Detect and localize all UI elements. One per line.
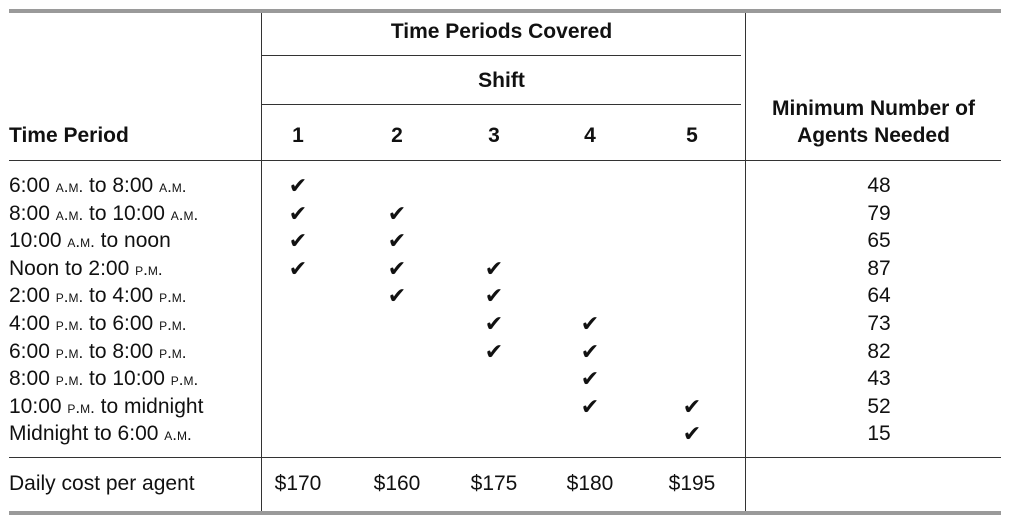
time-suffix: a.m. <box>159 177 187 196</box>
time-text: 8:00 <box>9 367 56 390</box>
time-text: 6:00 <box>9 174 56 197</box>
check-icon: ✔ <box>484 311 504 336</box>
check-icon: ✔ <box>288 256 308 281</box>
min-agents-value: 43 <box>867 367 891 390</box>
time-text: to midnight <box>94 395 204 418</box>
shift-rule <box>262 104 741 105</box>
time-period-label: Midnight to 6:00 a.m. <box>9 422 192 446</box>
time-period-label: 2:00 p.m. to 4:00 p.m. <box>9 284 187 308</box>
shift-header-5: 5 <box>686 124 698 147</box>
cost-shift-3: $175 <box>470 472 518 495</box>
time-suffix: p.m. <box>55 287 84 306</box>
min-agents-value: 82 <box>867 340 891 363</box>
time-text: 10:00 <box>9 395 68 418</box>
min-agents-value: 79 <box>867 202 891 225</box>
time-text: to 6:00 <box>83 312 160 335</box>
check-icon: ✔ <box>682 394 702 419</box>
time-period-label: 4:00 p.m. to 6:00 p.m. <box>9 312 187 336</box>
time-text: 8:00 <box>9 202 56 225</box>
time-suffix: p.m. <box>67 398 95 417</box>
time-text: to 8:00 <box>83 174 160 197</box>
time-period-label: 8:00 a.m. to 10:00 a.m. <box>9 202 198 226</box>
check-icon: ✔ <box>580 311 600 336</box>
time-text: to 10:00 <box>83 202 171 225</box>
group-title: Time Periods Covered <box>390 20 613 43</box>
time-suffix: p.m. <box>55 343 84 362</box>
time-suffix: p.m. <box>159 287 187 306</box>
time-text: Midnight to 6:00 <box>9 422 165 445</box>
shift-header-3: 3 <box>488 124 500 147</box>
shift-header-2: 2 <box>391 124 403 147</box>
min-agents-header-line2: Agents Needed <box>797 124 950 147</box>
time-period-label: Noon to 2:00 p.m. <box>9 257 163 281</box>
check-icon: ✔ <box>484 283 504 308</box>
cost-shift-1: $170 <box>274 472 322 495</box>
check-icon: ✔ <box>387 228 407 253</box>
time-suffix: a.m. <box>55 205 84 224</box>
time-suffix: a.m. <box>170 205 199 224</box>
min-agents-value: 65 <box>867 229 891 252</box>
check-icon: ✔ <box>484 256 504 281</box>
time-suffix: a.m. <box>164 425 192 444</box>
min-agents-value: 15 <box>867 422 891 445</box>
check-icon: ✔ <box>682 421 702 446</box>
cost-shift-2: $160 <box>373 472 421 495</box>
cost-top-rule <box>9 457 1001 458</box>
right-column-divider <box>745 13 746 511</box>
min-agents-value: 52 <box>867 395 891 418</box>
check-icon: ✔ <box>387 256 407 281</box>
check-icon: ✔ <box>288 201 308 226</box>
cost-row-label: Daily cost per agent <box>9 472 195 495</box>
time-text: 2:00 <box>9 284 56 307</box>
left-column-divider <box>261 13 262 511</box>
check-icon: ✔ <box>580 394 600 419</box>
time-period-label: 6:00 a.m. to 8:00 a.m. <box>9 174 187 198</box>
check-icon: ✔ <box>288 173 308 198</box>
time-text: 10:00 <box>9 229 68 252</box>
time-suffix: p.m. <box>159 315 187 334</box>
time-suffix: p.m. <box>170 370 199 389</box>
min-agents-header-line1: Minimum Number of <box>772 97 975 120</box>
time-suffix: a.m. <box>55 177 84 196</box>
check-icon: ✔ <box>580 366 600 391</box>
time-period-label: 8:00 p.m. to 10:00 p.m. <box>9 367 198 391</box>
top-rule <box>9 9 1001 13</box>
time-period-header: Time Period <box>9 124 129 147</box>
shift-label: Shift <box>478 69 525 92</box>
time-suffix: p.m. <box>55 315 84 334</box>
min-agents-value: 64 <box>867 284 891 307</box>
time-text: to noon <box>94 229 171 252</box>
check-icon: ✔ <box>387 283 407 308</box>
check-icon: ✔ <box>387 201 407 226</box>
cost-shift-5: $195 <box>668 472 716 495</box>
cost-shift-4: $180 <box>566 472 614 495</box>
time-suffix: p.m. <box>135 260 163 279</box>
min-agents-value: 87 <box>867 257 891 280</box>
time-text: to 8:00 <box>83 340 160 363</box>
time-suffix: p.m. <box>55 370 84 389</box>
check-icon: ✔ <box>580 339 600 364</box>
time-period-label: 10:00 p.m. to midnight <box>9 395 203 419</box>
header-bottom-rule <box>9 160 1001 161</box>
time-period-label: 6:00 p.m. to 8:00 p.m. <box>9 340 187 364</box>
bottom-rule <box>9 511 1001 515</box>
check-icon: ✔ <box>288 228 308 253</box>
time-text: 4:00 <box>9 312 56 335</box>
shift-header-1: 1 <box>292 124 304 147</box>
time-suffix: a.m. <box>67 232 95 251</box>
check-icon: ✔ <box>484 339 504 364</box>
time-text: Noon to 2:00 <box>9 257 136 280</box>
time-suffix: p.m. <box>159 343 187 362</box>
time-text: to 10:00 <box>83 367 171 390</box>
shift-header-4: 4 <box>584 124 596 147</box>
min-agents-value: 48 <box>867 174 891 197</box>
group-rule <box>262 55 741 56</box>
min-agents-value: 73 <box>867 312 891 335</box>
time-text: 6:00 <box>9 340 56 363</box>
time-text: to 4:00 <box>83 284 160 307</box>
time-period-label: 10:00 a.m. to noon <box>9 229 171 253</box>
